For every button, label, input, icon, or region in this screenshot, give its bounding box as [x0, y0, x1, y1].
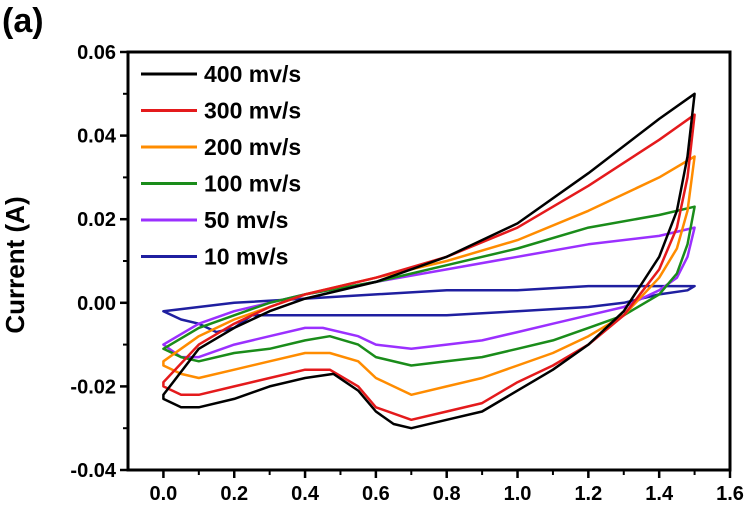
- y-tick-label: -0.02: [70, 376, 116, 398]
- legend-label: 100 mv/s: [204, 171, 301, 197]
- x-tick-label: 1.2: [574, 483, 602, 505]
- x-tick-label: 1.4: [645, 483, 674, 505]
- x-tick-label: 0.6: [362, 483, 390, 505]
- x-tick-label: 0.0: [150, 483, 178, 505]
- panel-label: (a): [2, 2, 44, 40]
- x-tick-label: 0.4: [291, 483, 320, 505]
- y-tick-label: 0.00: [77, 293, 116, 315]
- x-tick-label: 0.8: [433, 483, 461, 505]
- x-tick-label: 0.2: [220, 483, 248, 505]
- legend-label: 200 mv/s: [204, 134, 301, 160]
- series-layer: [162, 92, 696, 430]
- y-tick-label: 0.06: [77, 42, 116, 64]
- legend: 400 mv/s 300 mv/s 200 mv/s 100 mv/s 50 mv/s 1…: [141, 61, 301, 270]
- x-axis: 0.0 0.2 0.4 0.6 0.8 1.0 1.2 1.4 1.6: [150, 470, 744, 505]
- series-line-400-mv-s: [162, 92, 696, 430]
- y-tick-label: 0.04: [77, 126, 117, 148]
- legend-label: 10 mv/s: [204, 244, 288, 270]
- x-tick-label: 1.0: [504, 483, 532, 505]
- x-tick-label: 1.6: [716, 483, 744, 505]
- y-tick-label: -0.04: [70, 460, 116, 482]
- y-axis: -0.04 -0.02 0.00 0.02 0.04 0.06: [70, 42, 128, 482]
- legend-label: 50 mv/s: [204, 207, 288, 233]
- legend-label: 400 mv/s: [204, 61, 301, 87]
- y-tick-label: 0.02: [77, 209, 116, 231]
- y-axis-title: Current (A): [0, 196, 30, 333]
- legend-label: 300 mv/s: [204, 98, 301, 124]
